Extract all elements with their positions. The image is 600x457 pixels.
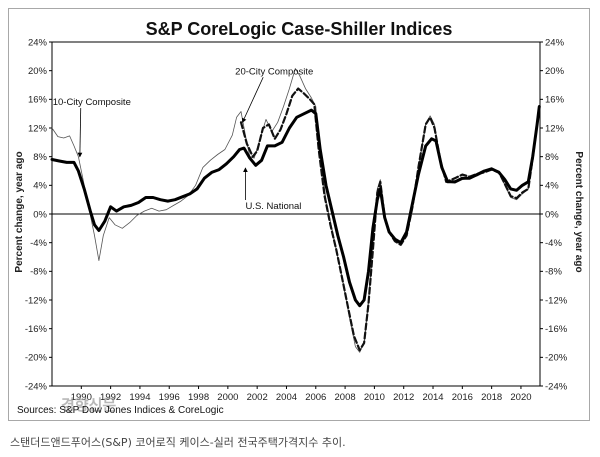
annotation-arrow [241, 77, 264, 123]
y-tick-label-right: -12% [545, 295, 568, 306]
y-tick-label-right: 0% [545, 209, 559, 220]
annotation-label: 10-City Composite [53, 97, 131, 108]
y-tick-label-right: -20% [545, 353, 568, 364]
y-tick-label-right: -16% [545, 324, 568, 335]
x-tick-label: 2012 [393, 392, 414, 403]
annotation-label: 20-City Composite [235, 66, 313, 77]
x-tick-label: 2004 [276, 392, 297, 403]
annotation-layer: 10-City Composite 20-City Composite U.S. N… [53, 66, 314, 212]
x-tick-label: 2014 [422, 392, 443, 403]
x-tick-label: 2000 [217, 392, 238, 403]
y-tick-label-right: 4% [545, 181, 559, 192]
y-tick-label-right: -4% [545, 238, 562, 249]
y-tick-label-left: 20% [28, 66, 48, 77]
y-tick-label-left: 24% [28, 37, 48, 48]
x-tick-label: 1990 [71, 392, 92, 403]
x-tick-label: 2010 [364, 392, 385, 403]
y-tick-label-left: 0% [33, 209, 47, 220]
series-layer [50, 68, 541, 353]
y-tick-label-right: 12% [545, 123, 565, 134]
y-tick-label-left: -8% [30, 267, 47, 278]
x-tick-label: 2006 [305, 392, 326, 403]
axes-layer: 24% 24% 20% 20% 16% 16% 12% 12% 8% 8% 4% 4% 0% 0% -4% -… [25, 37, 568, 414]
x-tick-label: 2002 [247, 392, 268, 403]
y-tick-label-right: 16% [545, 95, 565, 106]
y-axis-label-right: Percent change, year ago [573, 151, 584, 272]
y-tick-label-left: 4% [33, 181, 47, 192]
series-line-u-s-national [50, 105, 541, 308]
x-tick-label: 1992 [100, 392, 121, 403]
y-tick-label-left: 8% [33, 152, 47, 163]
chart-title: S&P CoreLogic Case-Shiller Indices [146, 19, 453, 39]
y-tick-label-right: 8% [545, 152, 559, 163]
y-tick-label-right: -24% [545, 381, 568, 392]
y-axis-label-left: Percent change, year ago [14, 151, 25, 272]
y-tick-label-right: 24% [545, 37, 565, 48]
y-tick-label-left: -24% [25, 381, 48, 392]
y-tick-label-left: -16% [25, 324, 48, 335]
annotation-arrow [77, 108, 83, 158]
watermark-text: 경향신문 [61, 396, 116, 414]
y-tick-label-right: 20% [545, 66, 565, 77]
annotation-label: U.S. National [245, 201, 301, 212]
x-tick-label: 2020 [510, 392, 531, 403]
x-tick-label: 2018 [481, 392, 502, 403]
y-tick-label-left: 12% [28, 123, 48, 134]
y-tick-label-right: -8% [545, 267, 562, 278]
chart-frame: S&P CoreLogic Case-Shiller Indices 24% 24… [8, 8, 590, 421]
x-tick-label: 1998 [188, 392, 209, 403]
y-tick-label-left: 16% [28, 95, 48, 106]
x-tick-label: 2016 [452, 392, 473, 403]
series-line-20-city-composite [239, 87, 541, 352]
image-caption: 스탠더드앤드푸어스(S&P) 코어로직 케이스-실러 전국주택가격지수 추이. [10, 436, 346, 449]
x-tick-label: 1996 [159, 392, 180, 403]
y-tick-label-left: -12% [25, 295, 48, 306]
chart-svg: S&P CoreLogic Case-Shiller Indices 24% 24… [14, 19, 584, 416]
x-tick-label: 1994 [129, 392, 150, 403]
source-note: Sources: S&P Dow Jones Indices & CoreLog… [17, 405, 224, 416]
y-tick-label-left: -20% [25, 353, 48, 364]
y-tick-label-left: -4% [30, 238, 47, 249]
x-tick-label: 2008 [335, 392, 356, 403]
